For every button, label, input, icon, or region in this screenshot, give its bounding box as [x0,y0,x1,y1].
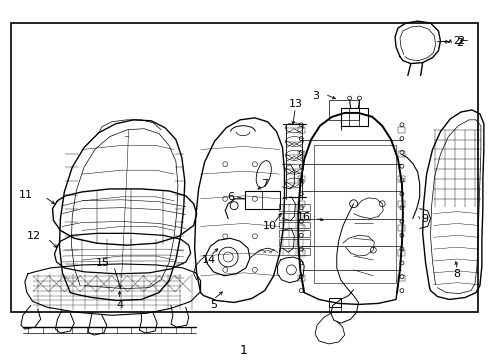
Bar [340,108,367,126]
Bar [278,213,309,220]
Bar [397,127,404,133]
Bar [298,201,305,207]
Text: 13: 13 [288,99,302,109]
Bar [397,176,404,182]
Text: 5: 5 [209,300,217,310]
Text: 15: 15 [96,258,109,268]
Bar [298,127,305,133]
Text: 10: 10 [262,221,276,231]
Text: ~: ~ [123,135,129,141]
Bar [298,176,305,182]
Bar [328,100,358,120]
Text: 9: 9 [421,213,428,224]
Bar [397,250,404,256]
Bar [397,152,404,157]
Text: 1: 1 [240,344,247,357]
Bar [278,230,309,237]
Bar [328,297,340,307]
Text: 4: 4 [116,300,123,310]
Text: 6: 6 [226,192,234,202]
Text: 3: 3 [311,91,318,101]
Text: 2: 2 [455,38,463,48]
Text: 11: 11 [19,190,33,200]
Text: 14: 14 [201,255,215,265]
Bar [328,307,340,312]
Bar [11,23,477,312]
Bar [298,152,305,157]
Bar [397,225,404,231]
Text: 12: 12 [26,231,41,241]
Bar [298,275,305,281]
Text: 8: 8 [453,269,460,279]
Bar [278,221,309,228]
Text: 7: 7 [261,179,268,189]
Bar [397,201,404,207]
Bar [278,248,309,255]
Bar [298,250,305,256]
Text: 2: 2 [456,36,464,46]
Bar [397,275,404,281]
Bar [298,225,305,231]
Bar [278,239,309,246]
Text: 2←: 2← [452,36,468,46]
Bar [278,204,309,211]
Bar [244,191,279,209]
Text: 16: 16 [297,212,310,221]
